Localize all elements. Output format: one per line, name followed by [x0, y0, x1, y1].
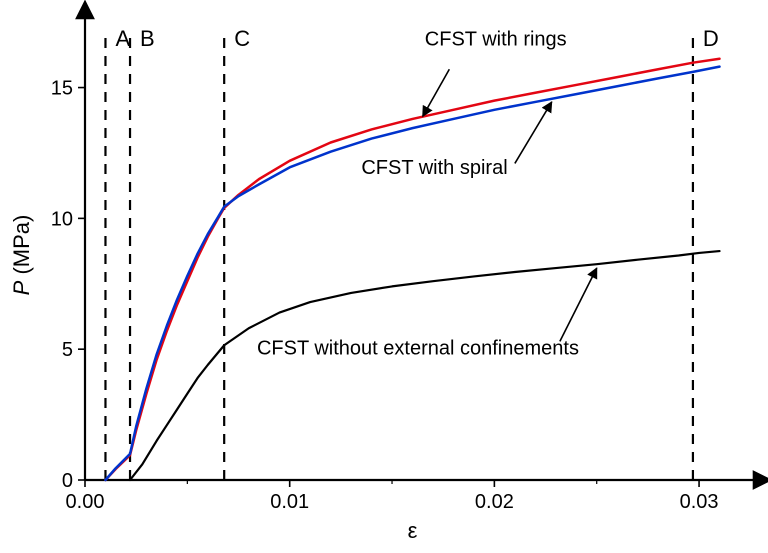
- marker-label-D: D: [703, 26, 719, 51]
- marker-label-C: C: [234, 26, 250, 51]
- marker-label-A: A: [115, 26, 130, 51]
- y-tick-label: 15: [51, 78, 73, 100]
- series-cfst-with-rings: [105, 59, 719, 480]
- y-tick-label: 5: [62, 339, 73, 361]
- pressure-strain-chart: 0.00 0.01 0.02 0.03 0 5 10 15 ε P (MPa) AB C D CFST w…: [0, 0, 768, 553]
- x-tick-label: 0.02: [475, 491, 514, 513]
- series-cfst-with-spiral: [105, 67, 719, 480]
- marker-label-B: B: [140, 26, 155, 51]
- callout-arrow: [560, 268, 597, 341]
- x-tick-label: 0.03: [680, 491, 719, 513]
- y-axis-label: P (MPa): [9, 215, 34, 296]
- callout-label: CFST with rings: [425, 29, 567, 51]
- x-tick-label: 0.01: [270, 491, 309, 513]
- callout-label: CFST without external confinements: [257, 337, 579, 359]
- y-tick-label: 10: [51, 208, 73, 230]
- callout-arrow: [423, 69, 450, 116]
- callout-arrow: [515, 102, 552, 163]
- series-cfst-without-external-confinements: [130, 251, 720, 480]
- callout-label: CFST with spiral: [361, 157, 507, 179]
- x-axis-label: ε: [408, 518, 418, 543]
- x-tick-label: 0.00: [66, 491, 105, 513]
- chart-container: { "chart": { "type": "line", "width": 76…: [0, 0, 768, 553]
- y-tick-label: 0: [62, 470, 73, 492]
